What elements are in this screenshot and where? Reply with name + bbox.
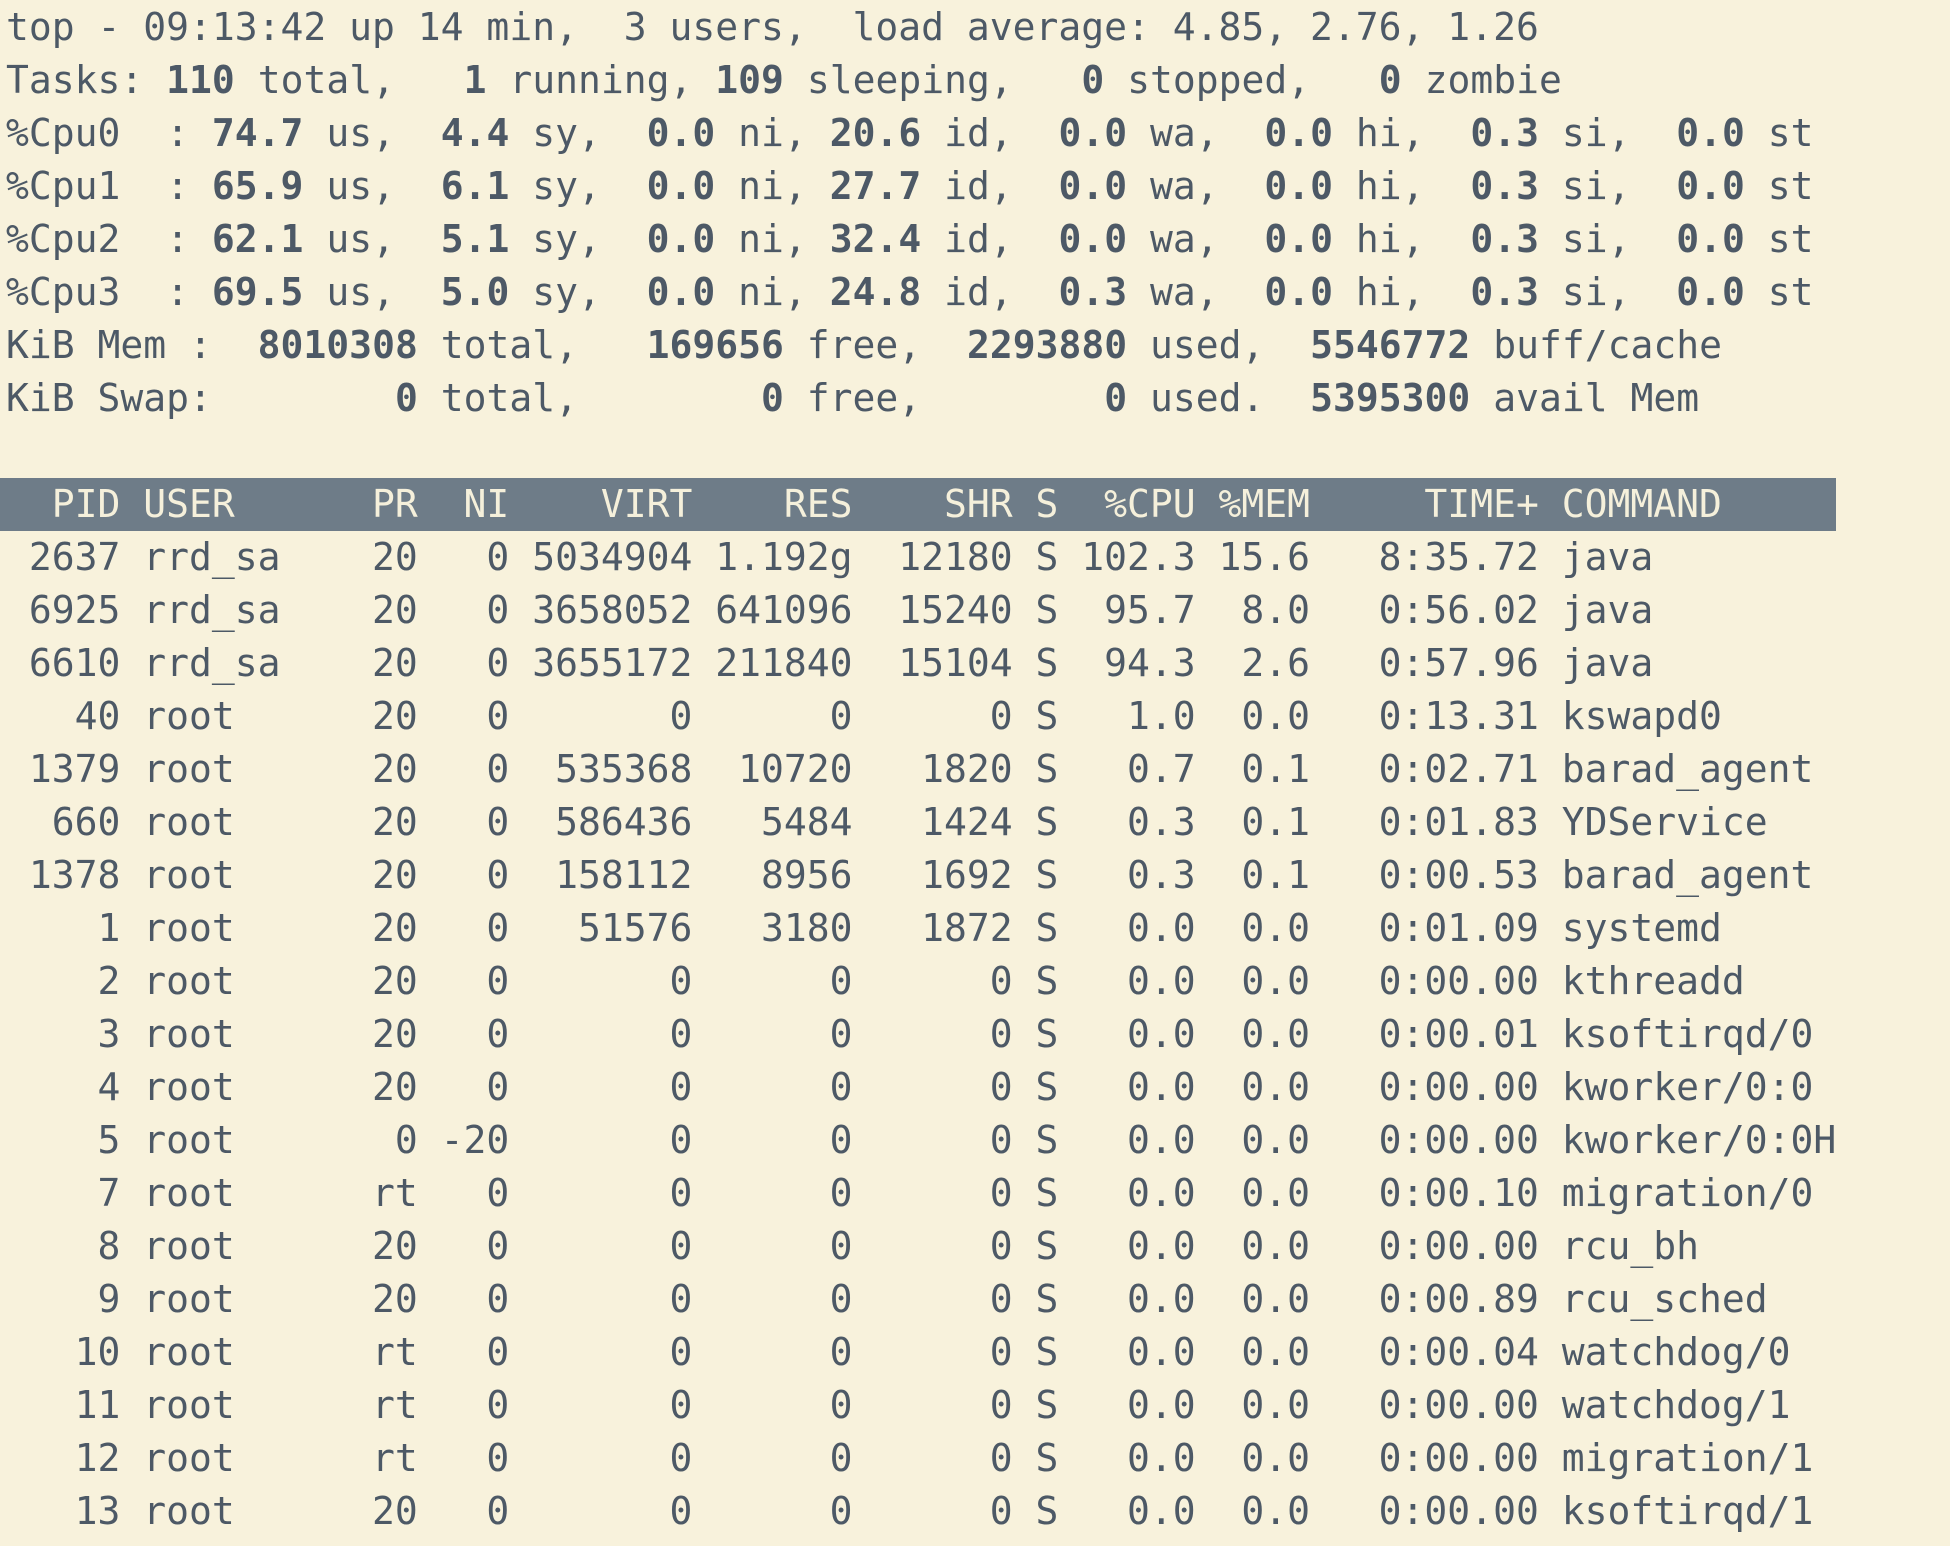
summary-value: 0.0 — [623, 217, 716, 261]
summary-value: 0.3 — [1447, 217, 1539, 261]
process-row: 660 root 20 0 586436 5484 1424 S 0.3 0.1… — [6, 800, 1768, 844]
summary-value: 0 — [1035, 58, 1105, 102]
summary-line-swap: KiB Swap: 0 total, 0 free, 0 used. 53953… — [6, 376, 1700, 420]
summary-value: 4.4 — [417, 111, 510, 155]
summary-value: 24.8 — [829, 270, 922, 314]
summary-line-cpu2: %Cpu2 : 62.1 us, 5.1 sy, 0.0 ni, 32.4 id… — [6, 217, 1814, 261]
summary-line-cpu0: %Cpu0 : 74.7 us, 4.4 sy, 0.0 ni, 20.6 id… — [6, 111, 1814, 155]
summary-value: 0.0 — [1035, 164, 1128, 208]
process-row: 2637 rrd_sa 20 0 5034904 1.192g 12180 S … — [6, 535, 1722, 579]
summary-value: 0 — [234, 376, 418, 420]
process-row: 6925 rrd_sa 20 0 3658052 641096 15240 S … — [6, 588, 1722, 632]
process-row: 8 root 20 0 0 0 0 S 0.0 0.0 0:00.00 rcu_… — [6, 1224, 1722, 1268]
process-row: 10 root rt 0 0 0 0 S 0.0 0.0 0:00.04 wat… — [6, 1330, 1791, 1374]
summary-value: 0.3 — [1447, 270, 1539, 314]
summary-value: 0.0 — [1653, 164, 1745, 208]
process-row: 7 root rt 0 0 0 0 S 0.0 0.0 0:00.10 migr… — [6, 1171, 1814, 1215]
summary-value: 0 — [1333, 58, 1402, 102]
summary-line-uptime: top - 09:13:42 up 14 min, 3 users, load … — [6, 5, 1539, 49]
summary-value: 1 — [417, 58, 487, 102]
process-row: 4 root 20 0 0 0 0 S 0.0 0.0 0:00.00 kwor… — [6, 1065, 1814, 1109]
summary-value: 0.3 — [1447, 111, 1539, 155]
summary-value: 0.0 — [1035, 217, 1128, 261]
summary-value: 32.4 — [829, 217, 922, 261]
summary-value: 0.3 — [1447, 164, 1539, 208]
summary-value: 0.0 — [1653, 270, 1745, 314]
process-row: 1 root 20 0 51576 3180 1872 S 0.0 0.0 0:… — [6, 906, 1722, 950]
summary-value: 0.3 — [1035, 270, 1128, 314]
summary-value: 27.7 — [829, 164, 922, 208]
summary-value: 65.9 — [211, 164, 304, 208]
summary-line-mem: KiB Mem : 8010308 total, 169656 free, 22… — [6, 323, 1722, 367]
summary-line-cpu1: %Cpu1 : 65.9 us, 6.1 sy, 0.0 ni, 27.7 id… — [6, 164, 1814, 208]
summary-value: 0 — [600, 376, 784, 420]
summary-value: 62.1 — [211, 217, 304, 261]
process-row: 1379 root 20 0 535368 10720 1820 S 0.7 0… — [6, 747, 1814, 791]
summary-value: 5546772 — [1287, 323, 1471, 367]
summary-value: 8010308 — [234, 323, 418, 367]
process-row: 1378 root 20 0 158112 8956 1692 S 0.3 0.… — [6, 853, 1814, 897]
process-row: 11 root rt 0 0 0 0 S 0.0 0.0 0:00.00 wat… — [6, 1383, 1791, 1427]
process-row: 2 root 20 0 0 0 0 S 0.0 0.0 0:00.00 kthr… — [6, 959, 1745, 1003]
summary-value: 0.0 — [1241, 111, 1334, 155]
summary-value: 5395300 — [1287, 376, 1471, 420]
summary-value: 0.0 — [1241, 270, 1334, 314]
summary-value: 2293880 — [944, 323, 1128, 367]
process-table-header-bar: PID USER PR NI VIRT RES SHR S %CPU %MEM … — [0, 478, 1837, 531]
summary-line-cpu3: %Cpu3 : 69.5 us, 5.0 sy, 0.0 ni, 24.8 id… — [6, 270, 1814, 314]
summary-value: 169656 — [600, 323, 784, 367]
summary-value: 0.0 — [623, 270, 716, 314]
process-row: 5 root 0 -20 0 0 0 S 0.0 0.0 0:00.00 kwo… — [6, 1118, 1837, 1162]
process-row: 6610 rrd_sa 20 0 3655172 211840 15104 S … — [6, 641, 1722, 685]
process-row: 12 root rt 0 0 0 0 S 0.0 0.0 0:00.00 mig… — [6, 1436, 1814, 1480]
summary-value: 0.0 — [623, 164, 716, 208]
summary-value: 0.0 — [1241, 217, 1334, 261]
process-table-rows: 2637 rrd_sa 20 0 5034904 1.192g 12180 S … — [6, 531, 1950, 1538]
summary-value: 0.0 — [1653, 217, 1745, 261]
process-row: 3 root 20 0 0 0 0 S 0.0 0.0 0:00.01 ksof… — [6, 1012, 1814, 1056]
summary-value: 5.1 — [417, 217, 510, 261]
summary-value: 74.7 — [211, 111, 304, 155]
summary-value: 5.0 — [417, 270, 510, 314]
summary-value: 0.0 — [623, 111, 716, 155]
top-summary-block: top - 09:13:42 up 14 min, 3 users, load … — [6, 1, 1950, 425]
summary-value: 0.0 — [1653, 111, 1745, 155]
blank-line — [6, 425, 1950, 478]
summary-value: 0 — [944, 376, 1128, 420]
summary-value: 69.5 — [211, 270, 304, 314]
process-row: 40 root 20 0 0 0 0 S 1.0 0.0 0:13.31 ksw… — [6, 694, 1722, 738]
process-row: 13 root 20 0 0 0 0 S 0.0 0.0 0:00.00 kso… — [6, 1489, 1814, 1533]
summary-value: 110 — [166, 58, 235, 102]
summary-value: 20.6 — [829, 111, 922, 155]
summary-value: 0.0 — [1035, 111, 1128, 155]
summary-line-tasks: Tasks: 110 total, 1 running, 109 sleepin… — [6, 58, 1562, 102]
summary-value: 6.1 — [417, 164, 510, 208]
process-row: 9 root 20 0 0 0 0 S 0.0 0.0 0:00.89 rcu_… — [6, 1277, 1768, 1321]
summary-value: 109 — [715, 58, 784, 102]
summary-value: 0.0 — [1241, 164, 1334, 208]
